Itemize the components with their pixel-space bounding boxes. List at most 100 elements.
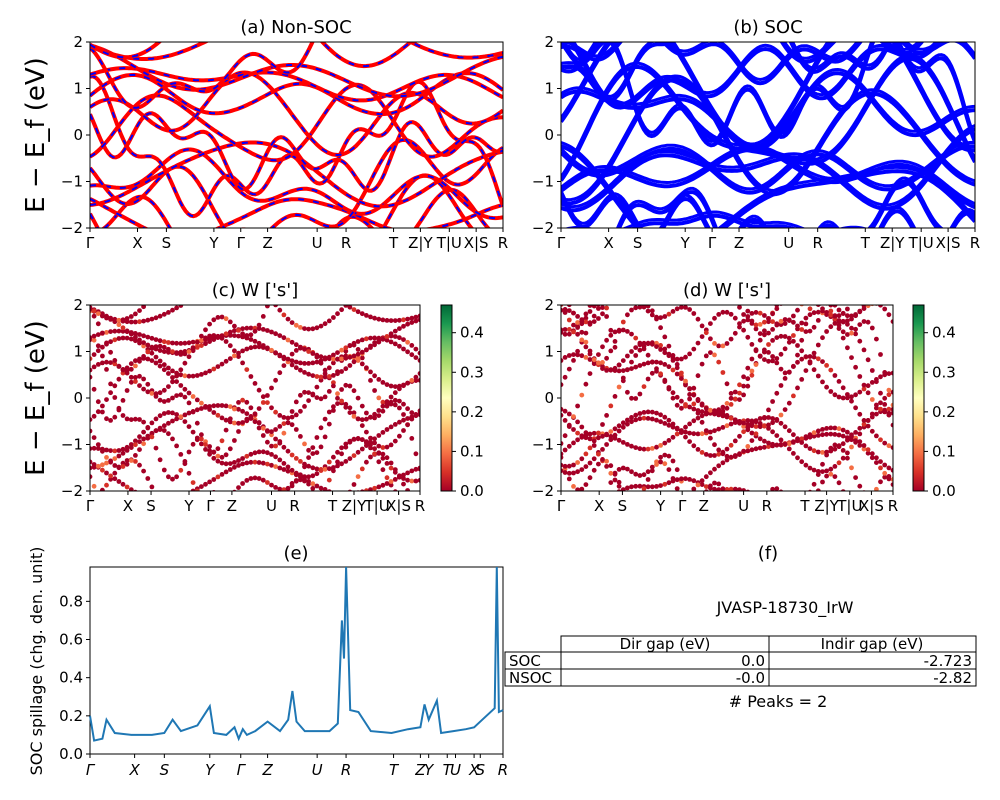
weight-dot xyxy=(269,347,274,353)
weight-dot xyxy=(575,331,580,337)
weight-dot xyxy=(95,362,101,367)
weight-dot xyxy=(194,345,200,350)
weight-dot xyxy=(804,278,809,283)
weight-dot xyxy=(166,384,171,389)
weight-dot xyxy=(561,330,564,335)
panel-c-title: (c) W ['s'] xyxy=(212,280,299,301)
weight-dot xyxy=(774,360,780,366)
weight-dot xyxy=(183,543,188,548)
weight-dot xyxy=(890,389,893,395)
weight-dot xyxy=(388,465,394,471)
weight-dot xyxy=(591,430,597,436)
weight-dot xyxy=(145,476,151,481)
weight-dot xyxy=(745,334,751,340)
weight-dot xyxy=(687,505,692,510)
weight-dot xyxy=(683,253,688,258)
weight-dot xyxy=(157,358,163,364)
weight-dot xyxy=(227,343,233,349)
ylabel-top: E − E_f (eV) xyxy=(21,57,51,213)
weight-dot xyxy=(137,319,142,325)
weight-dot xyxy=(737,419,742,424)
weight-dot xyxy=(191,560,196,565)
x-tick-label: R xyxy=(888,497,898,515)
weight-dot xyxy=(559,539,564,544)
weight-dot xyxy=(331,356,336,362)
weight-dot xyxy=(381,271,386,276)
band-line-dashed xyxy=(102,188,490,228)
weight-dot xyxy=(244,411,250,416)
band-line xyxy=(561,71,975,152)
weight-dot xyxy=(228,559,233,564)
weight-dot xyxy=(219,403,225,408)
weight-dot xyxy=(190,488,196,491)
weight-dot xyxy=(137,373,142,379)
weight-dot xyxy=(409,352,415,358)
weight-dot xyxy=(670,395,676,401)
weight-dot xyxy=(133,442,138,448)
weight-dot xyxy=(348,272,353,277)
weight-dot xyxy=(720,486,726,491)
x-tick-label: X xyxy=(128,761,140,779)
weight-dot xyxy=(397,473,402,479)
weight-dot xyxy=(712,428,717,434)
weight-dot xyxy=(674,371,680,377)
weight-dot xyxy=(691,385,697,391)
weight-dot xyxy=(566,317,572,323)
weight-dot xyxy=(128,319,134,325)
weight-dot xyxy=(319,286,324,291)
weight-dot xyxy=(612,477,618,483)
weight-dot xyxy=(662,414,668,420)
weight-dot xyxy=(820,450,825,455)
x-tick-label: U xyxy=(266,497,277,515)
band-line xyxy=(561,144,975,195)
band-line xyxy=(101,187,491,228)
weight-dot xyxy=(174,496,179,501)
weight-dot xyxy=(253,272,258,277)
weight-dot xyxy=(600,447,605,452)
weight-dot xyxy=(224,237,229,242)
weight-dot xyxy=(658,315,663,321)
weight-dot xyxy=(674,425,680,431)
weight-dot xyxy=(359,446,365,452)
weight-dot xyxy=(397,343,402,349)
weight-dot xyxy=(95,442,101,447)
weight-dot xyxy=(331,404,336,410)
weight-dot xyxy=(186,340,192,346)
weight-dot xyxy=(401,346,406,352)
weight-dot xyxy=(857,285,862,290)
weight-dot xyxy=(220,503,225,508)
weight-dot xyxy=(882,370,888,375)
weight-dot xyxy=(401,401,406,407)
weight-dot xyxy=(261,266,266,271)
weight-dot xyxy=(774,417,780,422)
weight-dot xyxy=(393,489,398,491)
x-tick-label: U xyxy=(738,497,749,515)
weight-dot xyxy=(612,344,618,350)
weight-dot xyxy=(613,262,618,267)
weight-dot xyxy=(670,355,676,361)
weight-dot xyxy=(874,460,879,465)
weight-dot xyxy=(289,414,295,420)
weight-dot xyxy=(306,447,311,453)
ylabel-middle: E − E_f (eV) xyxy=(21,320,51,476)
weight-dot xyxy=(621,281,626,286)
weight-dot xyxy=(728,415,734,421)
weight-dot xyxy=(141,305,146,310)
band-line xyxy=(90,66,503,103)
weight-dot xyxy=(409,478,415,484)
weight-dot xyxy=(882,262,887,267)
weight-dot xyxy=(845,313,850,319)
weight-dot xyxy=(762,319,767,325)
weight-dot xyxy=(306,371,311,377)
colorbar-d xyxy=(912,304,925,492)
weight-dot xyxy=(683,378,688,384)
weight-dot xyxy=(687,351,692,357)
weight-dot xyxy=(795,289,800,294)
weight-dot xyxy=(633,285,638,290)
weight-dot xyxy=(249,534,254,539)
band-line xyxy=(561,42,893,103)
weight-dot xyxy=(108,349,113,355)
weight-dot xyxy=(571,310,576,316)
weight-dot xyxy=(310,281,315,286)
weight-dot xyxy=(633,417,639,423)
